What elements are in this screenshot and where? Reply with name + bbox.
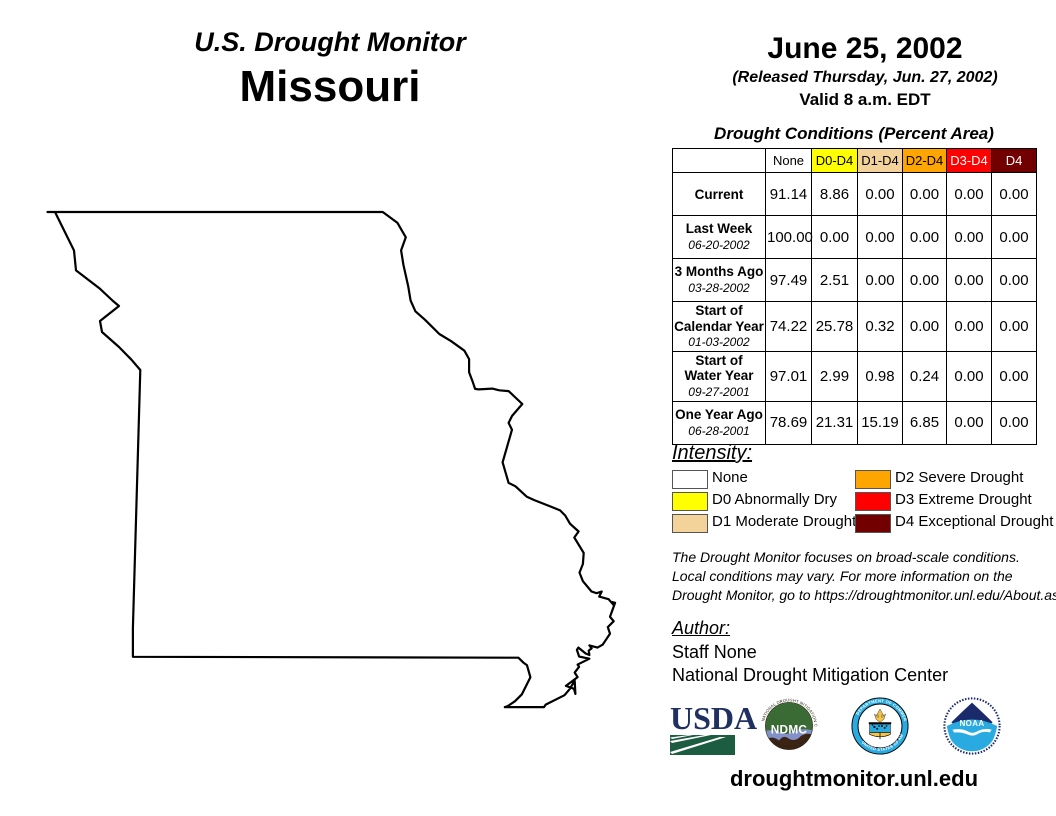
- svg-text:USDA: USDA: [670, 700, 757, 736]
- svg-text:NOAA: NOAA: [960, 719, 985, 728]
- svg-text:NDMC: NDMC: [771, 722, 808, 736]
